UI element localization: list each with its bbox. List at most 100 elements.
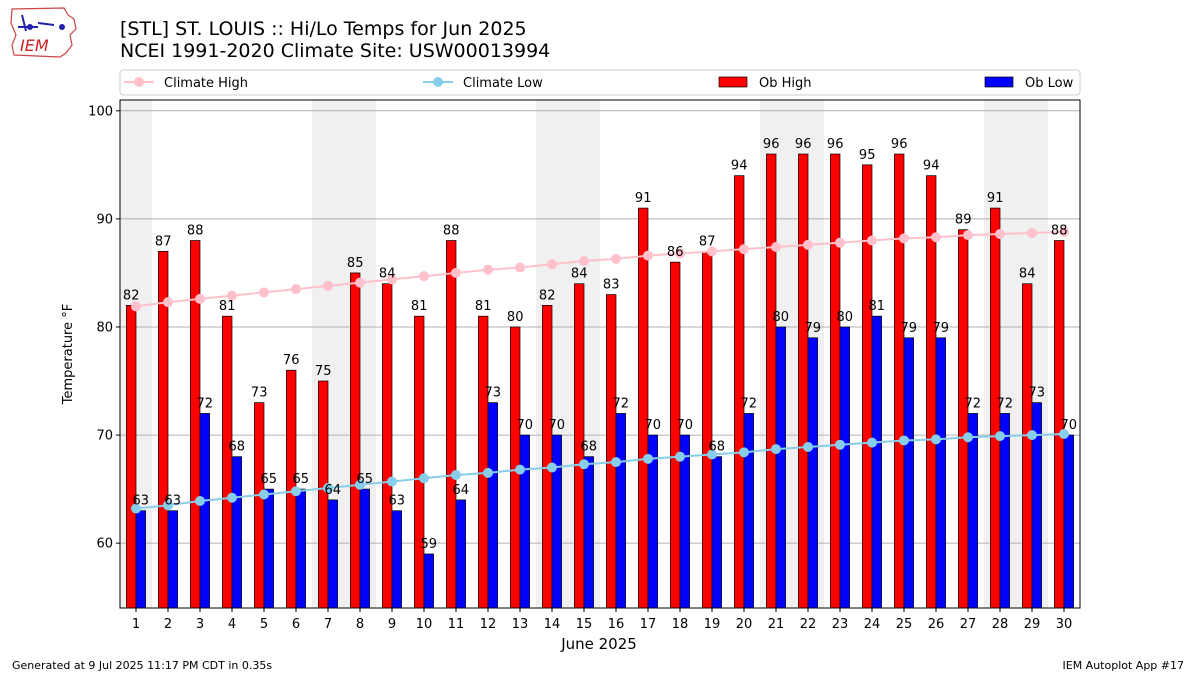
ob-low-label-3: 72 <box>197 396 214 411</box>
climate-low-point-29 <box>1027 430 1037 441</box>
ob-low-label-13: 70 <box>517 418 534 433</box>
ob-high-bar-29 <box>1022 283 1033 609</box>
y-tick-label-70: 70 <box>96 429 113 444</box>
x-tick-label-22: 22 <box>800 617 817 632</box>
ob-low-bar-15 <box>583 456 594 609</box>
ob-high-label-7: 75 <box>315 364 332 379</box>
plot-frame <box>119 99 1081 609</box>
x-axis: 1 2 3 4 5 6 7 8 9 10 11 12 13 14 15 16 17 18 19 20 21 22 23 24 2… <box>132 608 1072 632</box>
ob-low-label-8: 65 <box>357 472 374 487</box>
climate-low-point-16 <box>611 457 621 468</box>
iem-logo-graphic: IEM <box>10 7 77 58</box>
x-tick-label-16: 16 <box>608 617 625 632</box>
legend-marker-climate-high <box>134 77 144 87</box>
ob-high-label-22: 96 <box>795 137 812 152</box>
ob-high-bar-9 <box>382 283 393 609</box>
ob-high-label-24: 95 <box>859 148 876 163</box>
climate-high-point-19 <box>707 246 717 257</box>
ob-high-label-13: 80 <box>507 310 524 325</box>
climate-low-point-24 <box>867 437 877 448</box>
x-tick-label-20: 20 <box>736 617 753 632</box>
climate-low-point-20 <box>739 447 749 458</box>
ob-high-label-28: 91 <box>987 191 1004 206</box>
climate-low-point-10 <box>419 473 429 484</box>
ob-low-label-12: 73 <box>485 386 502 401</box>
climate-low-point-28 <box>995 431 1005 442</box>
climate-low-point-25 <box>899 435 909 446</box>
climate-high-point-25 <box>899 233 909 244</box>
climate-low-point-8 <box>355 479 365 490</box>
ob-low-bar-11 <box>455 499 466 609</box>
ob-high-label-11: 88 <box>443 224 460 239</box>
ob-high-bar-20 <box>734 175 745 609</box>
climate-low-point-1 <box>131 503 141 514</box>
x-tick-label-15: 15 <box>576 617 593 632</box>
chart-subtitle: NCEI 1991-2020 Climate Site: USW00013994 <box>120 40 551 62</box>
y-tick-label-80: 80 <box>96 320 113 335</box>
x-tick-label-12: 12 <box>480 617 497 632</box>
ob-low-label-2: 63 <box>165 494 182 509</box>
ob-high-label-12: 81 <box>475 299 492 314</box>
ob-low-label-25: 79 <box>901 321 918 336</box>
y-axis: 60 70 80 90 100 <box>88 104 120 552</box>
x-tick-label-27: 27 <box>960 617 977 632</box>
ob-high-label-17: 91 <box>635 191 652 206</box>
ob-high-label-9: 84 <box>379 267 396 282</box>
x-tick-label-24: 24 <box>864 617 881 632</box>
ob-high-label-18: 86 <box>667 245 684 260</box>
climate-low-point-23 <box>835 439 845 450</box>
ob-high-bar-23 <box>830 153 841 609</box>
x-axis-label: June 2025 <box>560 635 637 653</box>
legend: Climate High Climate Low Ob High Ob Low <box>124 76 1074 91</box>
ob-low-bar-30 <box>1063 434 1074 609</box>
climate-low-point-12 <box>483 467 493 478</box>
legend-swatch-ob-high <box>718 76 748 88</box>
x-tick-label-11: 11 <box>448 617 465 632</box>
climate-high-point-22 <box>803 239 813 250</box>
climate-low-point-22 <box>803 441 813 452</box>
ob-high-label-6: 76 <box>283 353 300 368</box>
weekend-shading <box>120 100 1048 608</box>
ob-low-label-24: 81 <box>869 299 886 314</box>
climate-low-point-21 <box>771 444 781 455</box>
climate-low-point-4 <box>227 492 237 503</box>
ob-high-bar-16 <box>606 294 617 609</box>
legend-swatch-ob-low <box>984 76 1014 88</box>
climate-low-point-2 <box>163 500 173 511</box>
ob-high-bar-1 <box>126 305 137 609</box>
x-tick-label-8: 8 <box>356 617 364 632</box>
ob-low-label-30: 70 <box>1061 418 1078 433</box>
iem-logo: IEM <box>8 5 80 59</box>
ob-high-bar-10 <box>414 315 425 609</box>
x-tick-label-14: 14 <box>544 617 561 632</box>
climate-high-point-18 <box>675 248 685 259</box>
climate-low-point-13 <box>515 464 525 475</box>
ob-low-bar-25 <box>903 337 914 609</box>
ob-low-label-7: 64 <box>325 483 342 498</box>
legend-label-climate-high: Climate High <box>164 76 248 91</box>
x-tick-label-29: 29 <box>1024 617 1041 632</box>
ob-high-label-25: 96 <box>891 137 908 152</box>
ob-high-label-26: 94 <box>923 159 940 174</box>
ob-high-label-3: 88 <box>187 224 204 239</box>
climate-low-point-5 <box>259 489 269 500</box>
ob-low-label-27: 72 <box>965 396 982 411</box>
climate-low-point-9 <box>387 476 397 487</box>
climate-high-point-17 <box>643 250 653 261</box>
ob-low-bar-14 <box>551 434 562 609</box>
climate-low-line <box>135 432 1065 510</box>
ob-low-label-26: 79 <box>933 321 950 336</box>
climate-high-point-28 <box>995 229 1005 240</box>
logo-text: IEM <box>20 36 49 55</box>
ob-low-label-9: 63 <box>389 494 406 509</box>
ob-low-bar-13 <box>519 434 530 609</box>
x-tick-label-19: 19 <box>704 617 721 632</box>
climate-low-point-6 <box>291 486 301 497</box>
ob-low-label-16: 72 <box>613 396 630 411</box>
climate-high-point-23 <box>835 237 845 248</box>
ob-low-bar-20 <box>743 413 754 609</box>
climate-high-point-11 <box>451 267 461 278</box>
climate-high-point-26 <box>931 232 941 243</box>
ob-low-label-17: 70 <box>645 418 662 433</box>
